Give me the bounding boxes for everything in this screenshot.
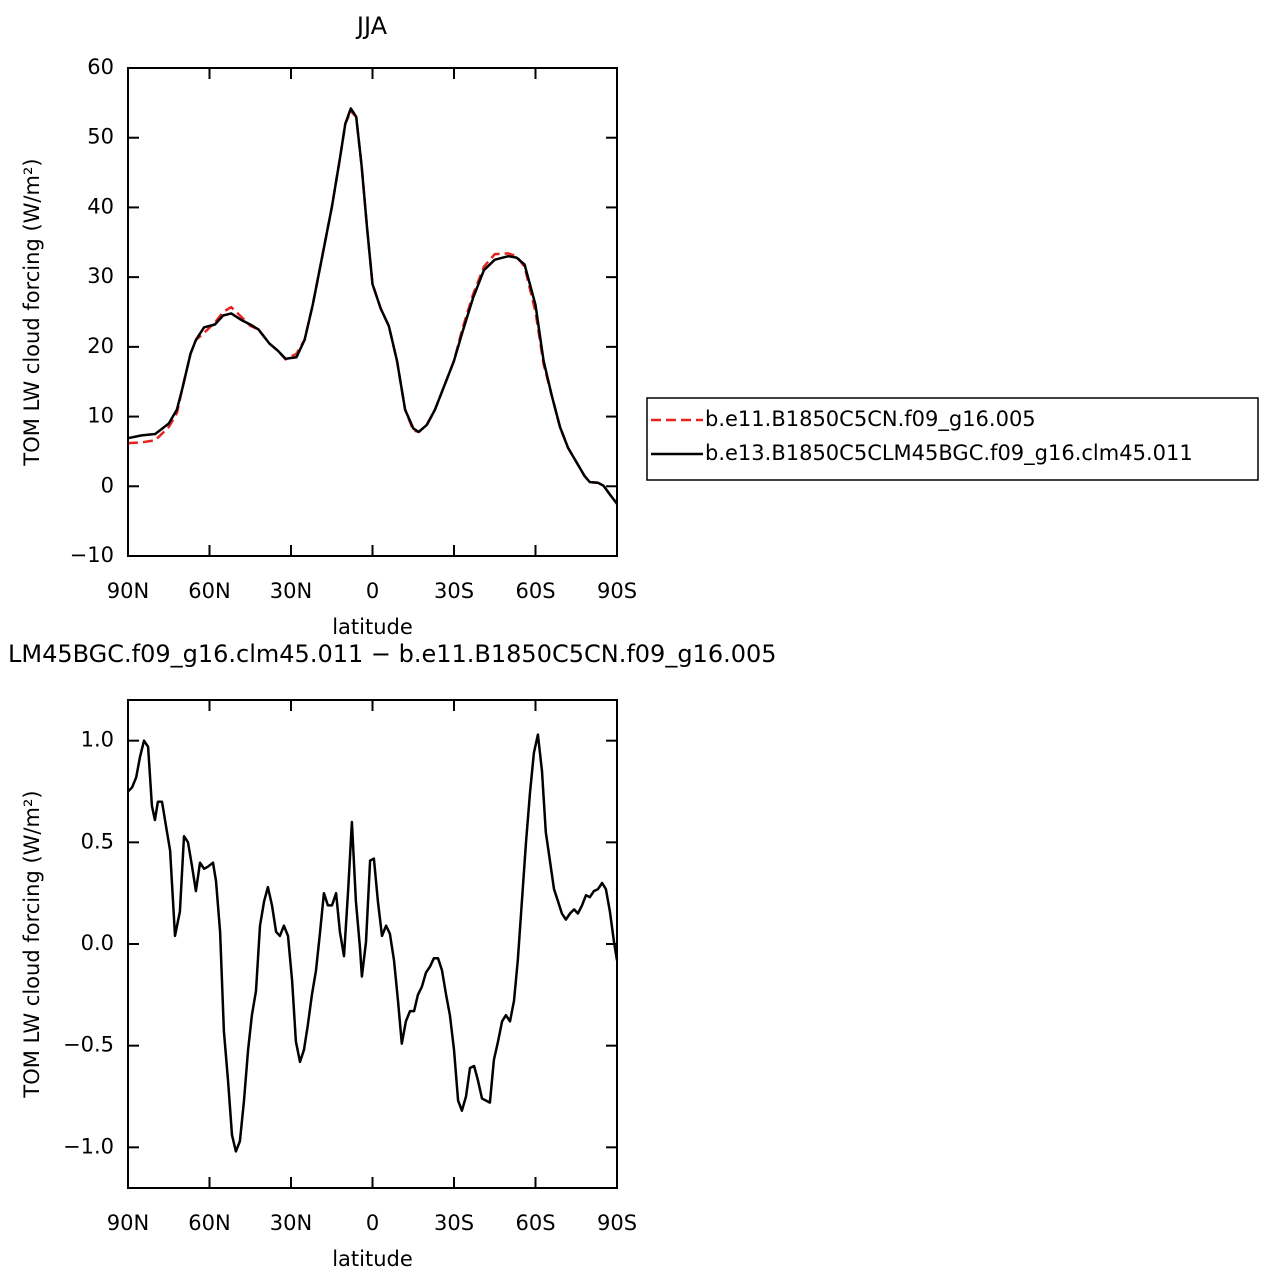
x-tick-label: 30N	[270, 1211, 312, 1235]
y-tick-label: 1.0	[81, 728, 114, 752]
x-axis-label: latitude	[332, 1247, 413, 1271]
data-line	[127, 733, 619, 1153]
x-tick-label: 90N	[107, 579, 149, 603]
x-tick-label: 90S	[597, 579, 637, 603]
data-line	[127, 107, 618, 505]
y-tick-label: 0.0	[81, 931, 114, 955]
plot-frame	[127, 699, 618, 1189]
legend-frame	[646, 397, 1259, 481]
x-tick-label: 60S	[515, 1211, 555, 1235]
x-tick-label: 0	[366, 1211, 379, 1235]
x-tick-label: 60N	[188, 579, 230, 603]
x-tick-label: 30N	[270, 579, 312, 603]
data-line	[127, 109, 618, 505]
y-tick-label: −10	[70, 543, 114, 567]
chart-title: JJA	[355, 12, 388, 40]
y-tick-label: 20	[87, 334, 114, 358]
y-axis-label: TOM LW cloud forcing (W/m²)	[20, 158, 44, 466]
x-tick-label: 0	[366, 579, 379, 603]
x-tick-label: 30S	[434, 579, 474, 603]
x-tick-label: 30S	[434, 1211, 474, 1235]
y-tick-label: 10	[87, 404, 114, 428]
y-tick-label: 0	[101, 473, 114, 497]
x-tick-label: 90S	[597, 1211, 637, 1235]
y-axis-label: TOM LW cloud forcing (W/m²)	[20, 790, 44, 1098]
x-tick-label: 90N	[107, 1211, 149, 1235]
y-tick-label: 40	[87, 194, 114, 218]
y-tick-label: 50	[87, 125, 114, 149]
plot-frame	[127, 67, 618, 557]
legend-label: b.e13.B1850C5CLM45BGC.f09_g16.clm45.011	[705, 441, 1193, 466]
y-tick-label: −1.0	[63, 1134, 114, 1158]
y-tick-label: 60	[87, 55, 114, 79]
y-tick-label: 0.5	[81, 829, 114, 853]
legend-label: b.e11.B1850C5CN.f09_g16.005	[705, 407, 1036, 432]
y-tick-label: −0.5	[63, 1033, 114, 1057]
y-tick-label: 30	[87, 264, 114, 288]
x-tick-label: 60N	[188, 1211, 230, 1235]
chart-title: LM45BGC.f09_g16.clm45.011 − b.e11.B1850C…	[8, 640, 777, 668]
x-axis-label: latitude	[332, 615, 413, 639]
x-tick-label: 60S	[515, 579, 555, 603]
